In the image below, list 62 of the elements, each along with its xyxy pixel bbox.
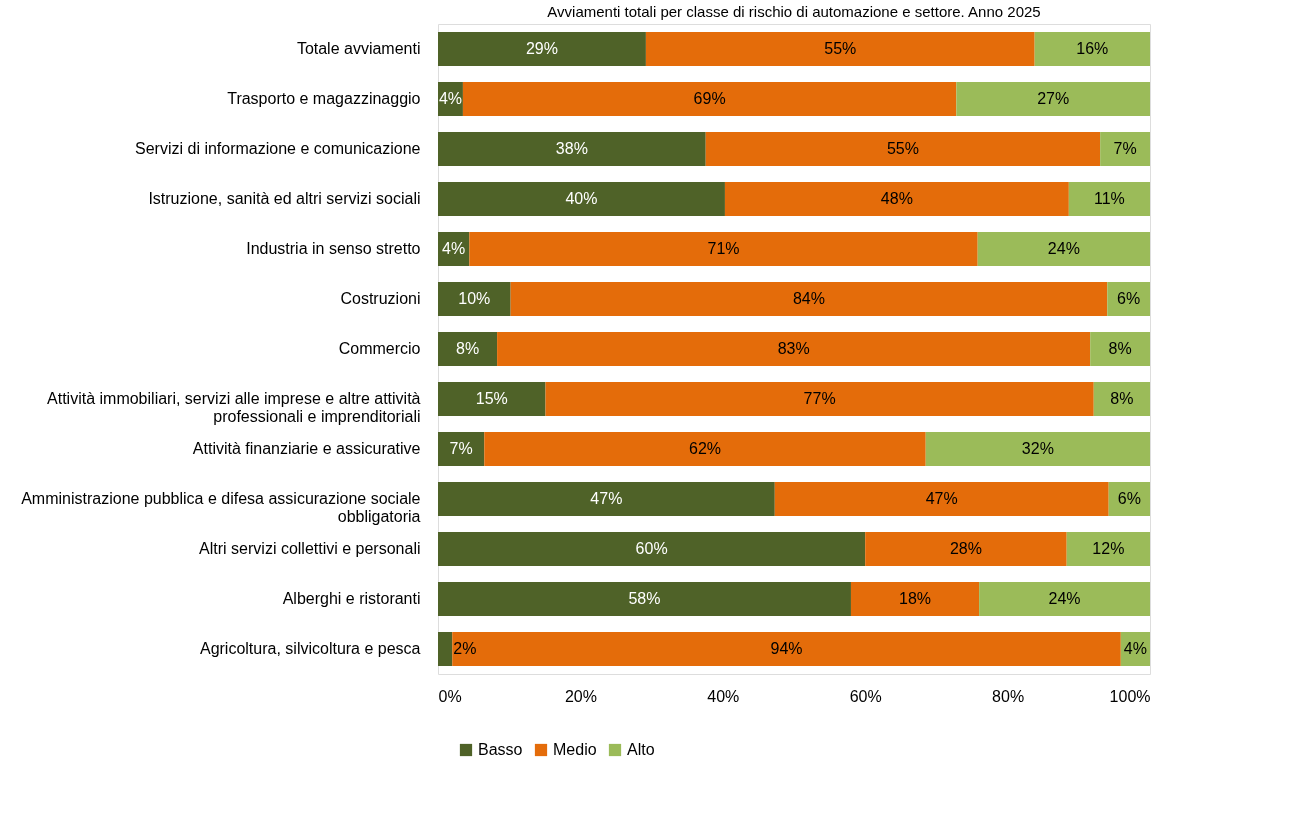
x-tick-label: 20% [564,687,597,705]
data-label: 47% [925,490,958,507]
y-tick-label: Amministrazione pubblica e difesa assicurazione sociale obbligatoria [21,490,421,525]
data-label: 62% [688,440,722,457]
x-tick-label: 60% [849,687,882,705]
data-label: 27% [1037,90,1070,107]
y-tick-label: Attività finanziarie e assicurative [192,440,421,457]
data-label: 8% [1110,390,1134,407]
data-label: 24% [1047,240,1080,257]
data-label: 18% [899,590,932,607]
x-tick-label: 0% [438,687,462,705]
chart-title: Avviamenti totali per classe di rischio di automazione e settore. Anno 2025 [547,3,1041,20]
data-label: 10% [458,290,491,307]
data-label: 4% [442,240,466,257]
data-label: 84% [792,290,825,307]
y-tick-label: Servizi di informazione e comunicazione [135,140,421,157]
data-label: 40% [565,190,598,207]
y-tick-label: Alberghi e ristoranti [282,590,421,607]
data-label: 55% [824,40,857,57]
y-tick-label: Attività immobiliari, servizi alle imprese e altre attività professionali e imprenditoriali [47,390,421,425]
data-label: 7% [449,440,473,457]
y-tick-label: Commercio [338,340,421,357]
data-label: 28% [949,540,982,557]
data-label: 94% [770,640,803,657]
data-label: 29% [525,40,558,57]
data-label: 69% [693,90,726,107]
y-tick-label: Trasporto e magazzinaggio [227,90,421,107]
y-tick-label: Industria in senso stretto [246,240,421,257]
data-label: 6% [1117,490,1141,507]
data-label: 15% [475,390,508,407]
data-label: 8% [1108,340,1132,357]
y-tick-label: Istruzione, sanità ed altri servizi sociali [148,190,421,207]
x-tick-label: 40% [707,687,740,705]
y-tick-label: Costruzioni [340,290,421,307]
data-label: 24% [1048,590,1081,607]
data-label: 71% [707,240,740,257]
data-label: 8% [455,340,480,357]
data-label: 16% [1076,40,1109,57]
data-label: 83% [777,340,810,357]
x-tick-label: 100% [1109,687,1151,705]
x-tick-label: 80% [992,687,1025,705]
data-label: 47% [590,490,623,507]
data-label: 58% [628,590,661,607]
data-label: 6% [1117,290,1141,307]
data-label: 55% [886,140,919,157]
data-label: 2% [453,640,477,657]
data-label: 38% [555,140,588,157]
legend-label: Basso [478,741,523,758]
data-label: 77% [803,390,836,407]
legend-label: Medio [553,741,597,758]
data-label: 32% [1021,440,1054,457]
data-label: 60% [635,540,668,557]
data-label: 4% [438,90,463,107]
y-tick-label: Totale avviamenti [296,40,421,57]
y-tick-label: Altri servizi collettivi e personali [199,540,421,557]
data-label: 4% [1123,640,1147,657]
data-label: 11% [1093,190,1125,207]
legend-label: Alto [627,741,655,758]
y-tick-label: Agricoltura, silvicoltura e pesca [199,640,421,657]
data-label: 48% [880,190,913,207]
data-label: 12% [1092,540,1125,557]
data-label: 7% [1113,140,1137,157]
